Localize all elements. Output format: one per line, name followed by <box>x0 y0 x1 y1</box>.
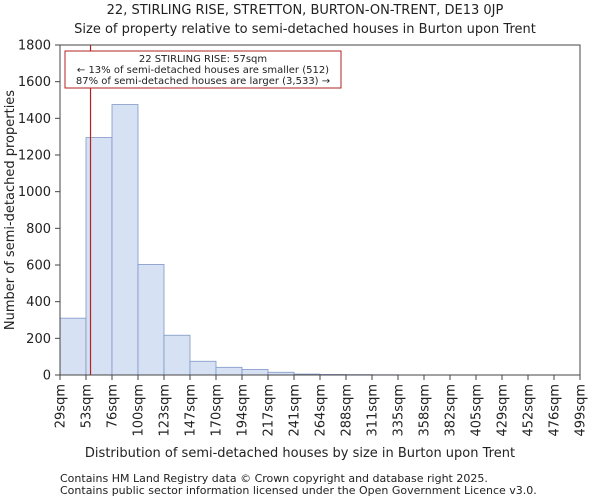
y-axis-label: Number of semi-detached properties <box>3 90 18 330</box>
plot-frame <box>59 44 581 376</box>
x-tick-label: 217sqm <box>262 384 277 437</box>
y-tick-label: 1800 <box>18 39 51 54</box>
x-tick-label: 405sqm <box>470 384 485 437</box>
annotation-line-2: ← 13% of semi-detached houses are smalle… <box>77 65 329 76</box>
y-tick-label: 400 <box>26 295 51 310</box>
x-tick-label: 358sqm <box>418 384 433 437</box>
x-tick-label: 452sqm <box>522 384 537 437</box>
x-axis-label: Distribution of semi-detached houses by … <box>85 446 515 461</box>
bar-76sqm <box>111 104 139 376</box>
y-tick-label: 200 <box>26 332 51 347</box>
annotation-box: 22 STIRLING RISE: 57sqm ← 13% of semi-de… <box>64 50 342 89</box>
x-tick-label: 100sqm <box>132 384 147 437</box>
bar-170sqm <box>215 366 243 376</box>
x-tick-label: 194sqm <box>236 384 251 437</box>
x-tick-label: 241sqm <box>288 384 303 437</box>
x-tick-label: 429sqm <box>496 384 511 437</box>
y-tick-label: 1000 <box>18 185 51 200</box>
bar-147sqm <box>189 360 217 376</box>
y-ticks: 0 200 400 600 800 1000 1200 1400 1600 1800 <box>18 39 60 384</box>
bar-100sqm <box>137 264 165 376</box>
x-tick-label: 147sqm <box>184 384 199 437</box>
bar-123sqm <box>163 334 191 376</box>
x-tick-label: 76sqm <box>106 384 121 428</box>
annotation-line-3: 87% of semi-detached houses are larger (… <box>76 76 330 87</box>
x-ticks: 29sqm 53sqm 76sqm 100sqm 123sqm 147sqm 170sqm 1… <box>54 375 589 437</box>
y-tick-label: 1600 <box>18 75 51 90</box>
x-tick-label: 382sqm <box>444 384 459 437</box>
y-tick-label: 600 <box>26 259 51 274</box>
y-tick-label: 800 <box>26 222 51 237</box>
x-tick-label: 123sqm <box>158 384 173 437</box>
chart-subtitle: Size of property relative to semi-detach… <box>74 22 536 37</box>
annotation-line-1: 22 STIRLING RISE: 57sqm <box>139 54 267 65</box>
x-tick-label: 499sqm <box>574 384 589 437</box>
y-tick-label: 0 <box>43 369 51 384</box>
x-tick-label: 335sqm <box>392 384 407 437</box>
x-tick-label: 170sqm <box>210 384 225 437</box>
footer-line-1: Contains HM Land Registry data © Crown c… <box>60 472 488 485</box>
chart-title: 22, STIRLING RISE, STRETTON, BURTON-ON-T… <box>107 3 504 18</box>
bar-53sqm <box>85 137 113 376</box>
y-tick-label: 1200 <box>18 149 51 164</box>
bars <box>59 104 399 376</box>
x-tick-label: 29sqm <box>54 384 69 428</box>
x-tick-label: 53sqm <box>80 384 95 428</box>
x-tick-label: 264sqm <box>314 384 329 437</box>
x-tick-label: 476sqm <box>548 384 563 437</box>
x-tick-label: 288sqm <box>340 384 355 437</box>
bar-194sqm <box>241 369 269 376</box>
footer-line-2: Contains public sector information licen… <box>60 484 537 497</box>
y-tick-label: 1400 <box>18 112 51 127</box>
annotation-frame <box>64 50 342 89</box>
bar-29sqm <box>59 317 87 376</box>
x-tick-label: 311sqm <box>366 384 381 437</box>
